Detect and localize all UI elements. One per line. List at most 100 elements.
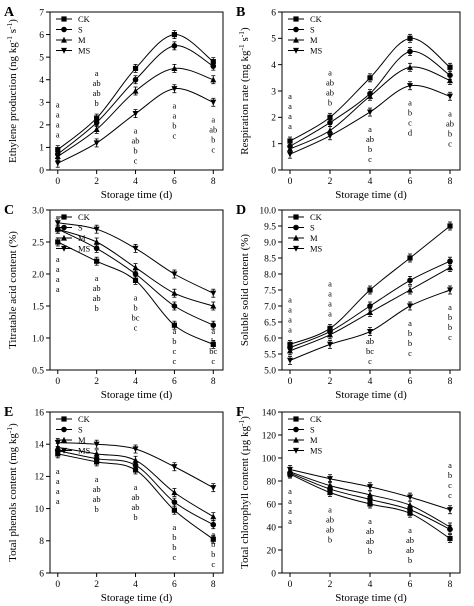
y-axis-label: Total chlorophyll content (µg kg-1) (237, 416, 252, 569)
y-axis-label-superscript: -1 (237, 31, 246, 37)
y-tick-label: 2.0 (32, 270, 44, 280)
significance-letter: ab (446, 118, 454, 128)
x-tick-label: 4 (133, 580, 138, 590)
significance-letter: ab (93, 88, 101, 98)
data-point (210, 485, 217, 491)
significance-letter: a (56, 100, 60, 110)
significance-letter: b (172, 542, 176, 552)
legend-marker (293, 245, 299, 252)
data-point (367, 491, 373, 498)
significance-letter: a (408, 98, 412, 108)
significance-letter: c (134, 156, 138, 166)
legend-marker (293, 234, 299, 241)
data-point (54, 153, 61, 160)
significance-letter: b (95, 303, 99, 313)
significance-letter: c (448, 138, 452, 148)
y-tick-label: 5 (39, 53, 44, 63)
data-point (210, 513, 217, 520)
y-tick-label: 8.0 (264, 270, 276, 280)
x-tick-label: 2 (328, 177, 333, 187)
significance-letter: b (448, 128, 452, 138)
data-point (171, 303, 178, 309)
legend-marker (61, 224, 67, 231)
legend-label: S (310, 425, 315, 435)
y-tick-label: 140 (262, 408, 277, 418)
data-point (210, 302, 217, 309)
plot-frame (49, 11, 224, 171)
data-point (327, 133, 333, 139)
significance-letter: b (448, 470, 452, 480)
significance-letter: b (368, 144, 372, 154)
x-tick-label: 8 (448, 580, 453, 590)
y-tick-label: 9.0 (264, 238, 276, 248)
legend-label: S (310, 25, 315, 35)
data-point (367, 496, 373, 503)
significance-letter: ab (326, 515, 334, 525)
y-axis-label-superscript: -1 (237, 419, 246, 425)
legend-label: M (78, 233, 86, 243)
legend-marker (61, 426, 67, 433)
significance-letter: c (448, 480, 452, 490)
data-point (447, 264, 453, 271)
significance-letter: a (288, 121, 292, 131)
significance-letter: b (448, 312, 452, 322)
significance-letter: a (56, 110, 60, 120)
significance-letter: a (288, 486, 292, 496)
data-point (210, 76, 217, 83)
data-point (287, 347, 293, 354)
data-point (171, 86, 178, 92)
data-point (210, 341, 216, 347)
significance-letter: b (95, 98, 99, 108)
y-tick-label: 7.0 (264, 302, 276, 312)
y-axis-label-part: Ethylene production (ng kg (7, 42, 19, 163)
significance-letter: c (448, 490, 452, 500)
y-tick-label: 8 (39, 537, 44, 547)
data-point (367, 109, 373, 116)
y-tick-label: 6 (39, 569, 44, 579)
y-tick-label: 3 (271, 87, 276, 97)
data-point (132, 446, 139, 453)
data-point (171, 290, 178, 296)
legend-marker (293, 416, 299, 422)
y-tick-label: 16 (35, 408, 45, 418)
legend-label: CK (310, 212, 323, 222)
significance-letter: c (408, 118, 412, 128)
significance-letter: a (288, 506, 292, 516)
y-tick-label: 2.5 (32, 238, 44, 248)
legend-label: CK (78, 14, 91, 24)
y-tick-label: 6.5 (264, 318, 276, 328)
significance-letter: ab (209, 124, 217, 134)
y-tick-label: 9.5 (264, 222, 276, 232)
y-tick-label: 0 (271, 569, 276, 579)
y-axis-label-part: Total chlorophyll content (µg kg (239, 425, 251, 569)
y-tick-label: 12 (35, 473, 45, 483)
significance-letter: a (56, 264, 60, 274)
y-tick-label: 14 (35, 441, 45, 451)
significance-letter: a (56, 120, 60, 130)
data-point (210, 290, 217, 297)
significance-letter: a (134, 482, 138, 492)
significance-letter: b (408, 338, 412, 348)
series-ms (54, 84, 217, 168)
y-tick-label: 60 (267, 500, 277, 510)
significance-letter: c (173, 552, 177, 562)
series-m (54, 64, 217, 161)
legend-label: CK (310, 414, 323, 424)
significance-letter: ab (326, 87, 334, 97)
x-tick-label: 4 (368, 580, 373, 590)
legend-marker (293, 26, 299, 33)
data-point (407, 48, 413, 55)
y-tick-label: 20 (267, 546, 277, 556)
data-point (55, 239, 61, 245)
plot-frame (49, 411, 224, 574)
x-tick-label: 8 (211, 580, 216, 590)
data-point (132, 457, 139, 463)
x-tick-label: 0 (288, 377, 293, 387)
data-point (447, 507, 453, 513)
panel-a: A 0 2 4 6 8 0 1 2 3 4 5 6 7 Storage time (d) Ethylene p… (4, 5, 224, 201)
